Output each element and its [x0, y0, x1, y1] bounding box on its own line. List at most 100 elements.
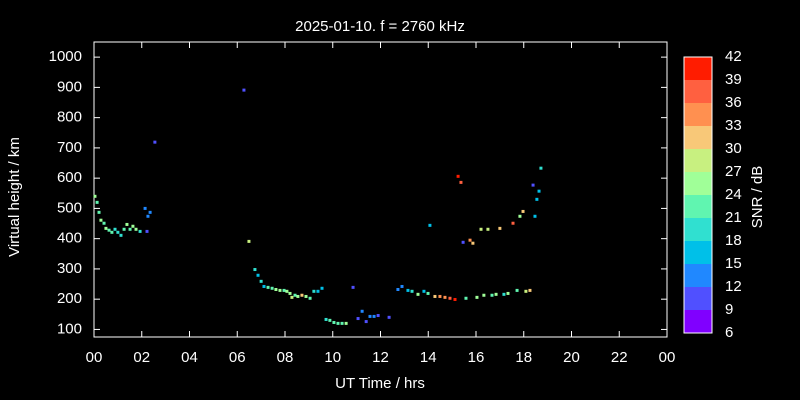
point [113, 227, 117, 231]
point [266, 285, 270, 289]
point [97, 210, 101, 214]
point [535, 197, 539, 201]
point [138, 229, 142, 233]
point [270, 286, 274, 290]
point [482, 293, 486, 297]
point [396, 287, 400, 291]
colorbar-frame [683, 56, 713, 334]
colorbar-band [684, 195, 712, 218]
point [368, 314, 372, 318]
point [259, 279, 263, 283]
point [95, 200, 99, 204]
colorbar-band [684, 80, 712, 103]
point [293, 293, 297, 297]
point [515, 288, 519, 292]
point [312, 289, 316, 293]
point [316, 289, 320, 293]
point [328, 318, 332, 322]
colorbar-tick-label: 39 [725, 71, 742, 88]
point [539, 166, 543, 170]
point [122, 227, 126, 231]
x-tick-label: 18 [515, 349, 532, 366]
point [360, 309, 364, 313]
point [410, 289, 414, 293]
point [422, 289, 426, 293]
y-tick-label: 100 [57, 320, 82, 337]
x-axis-label: UT Time / hrs [335, 375, 425, 392]
x-tick-label: 22 [611, 349, 628, 366]
point [372, 314, 376, 318]
point [253, 268, 257, 272]
plot-frame [93, 41, 668, 338]
point [285, 289, 289, 293]
point [448, 296, 452, 300]
colorbar-band [684, 103, 712, 126]
y-tick-label: 400 [57, 230, 82, 247]
point [406, 288, 410, 292]
point [300, 293, 304, 297]
colorbar-band [684, 57, 712, 80]
colorbar-tick-label: 9 [725, 301, 733, 318]
point [438, 294, 442, 298]
y-tick-label: 500 [57, 199, 82, 216]
y-axis-label: Virtual height / km [6, 137, 23, 257]
point [416, 292, 420, 296]
colorbar-label: SNR / dB [749, 166, 766, 229]
point [282, 288, 286, 292]
colorbar-tick-label: 6 [725, 324, 733, 341]
colorbar-tick-label: 30 [725, 140, 742, 157]
point [340, 321, 344, 325]
chart-title: 2025-01-10. f = 2760 kHz [295, 18, 465, 35]
point [256, 273, 260, 277]
point [433, 294, 437, 298]
point [262, 284, 266, 288]
colorbar-tick-label: 33 [725, 117, 742, 134]
colorbar-tick-label: 12 [725, 278, 742, 295]
colorbar-tick-label: 42 [725, 48, 742, 65]
y-tick-label: 900 [57, 78, 82, 95]
colorbar-tick-label: 21 [725, 209, 742, 226]
point [93, 194, 97, 198]
y-tick-label: 800 [57, 109, 82, 126]
point [99, 218, 103, 222]
point [533, 214, 537, 218]
point [471, 241, 475, 245]
point [456, 174, 460, 178]
point [468, 238, 472, 242]
point [461, 240, 465, 244]
point [528, 288, 532, 292]
point [531, 183, 535, 187]
point [524, 289, 528, 293]
colorbar-tick-label: 18 [725, 232, 742, 249]
point [511, 221, 515, 225]
x-tick-label: 06 [229, 349, 246, 366]
y-tick-label: 700 [57, 139, 82, 156]
point [145, 229, 149, 233]
colorbar-band [684, 310, 712, 333]
point [443, 295, 447, 299]
point [146, 214, 150, 218]
y-tick-label: 1000 [49, 48, 82, 65]
point [336, 321, 340, 325]
point [376, 314, 380, 318]
point [119, 233, 123, 237]
point [148, 210, 152, 214]
colorbar-band [684, 264, 712, 287]
colorbar-band [684, 218, 712, 241]
point [288, 291, 292, 295]
point [506, 291, 510, 295]
point [400, 284, 404, 288]
point [537, 189, 541, 193]
point [125, 222, 129, 226]
point [479, 227, 483, 231]
point [428, 223, 432, 227]
point [296, 294, 300, 298]
point [498, 226, 502, 230]
x-tick-label: 04 [181, 349, 198, 366]
x-tick-label: 10 [324, 349, 341, 366]
point [153, 140, 157, 144]
point [332, 320, 336, 324]
x-tick-label: 20 [563, 349, 580, 366]
point [490, 293, 494, 297]
